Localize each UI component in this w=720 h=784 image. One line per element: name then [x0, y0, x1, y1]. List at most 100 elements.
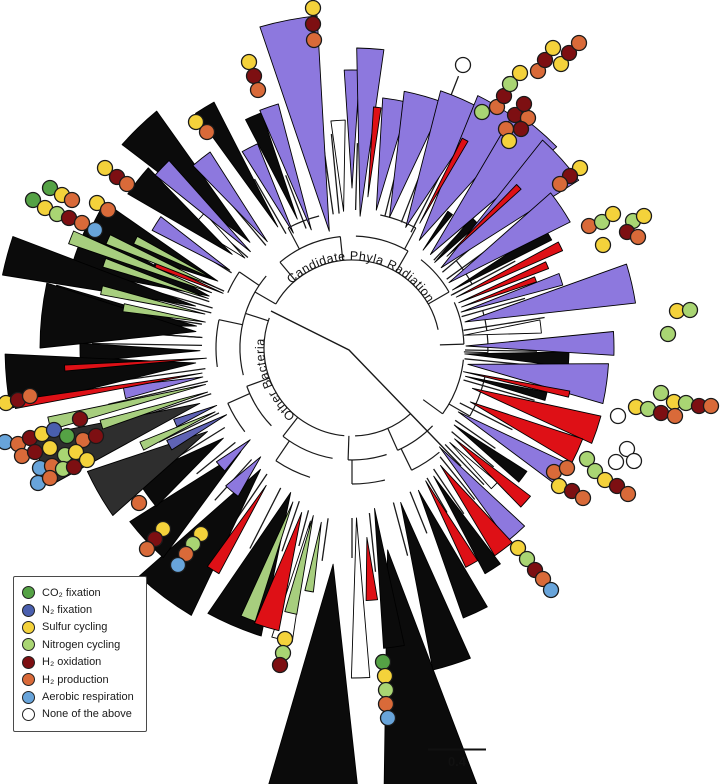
clade-wedge: [2, 236, 196, 307]
function-dot: [652, 384, 670, 402]
branch-line: [253, 178, 287, 235]
legend-item-label: Sulfur cycling: [42, 621, 108, 634]
backbone-arc: [355, 412, 412, 437]
clade-wedge: [464, 263, 636, 323]
clade-wedge: [241, 143, 294, 234]
branch-line: [409, 491, 428, 534]
clade-wedge: [350, 517, 371, 679]
function-dot: [377, 681, 395, 699]
clade-wedge: [268, 563, 358, 784]
clade-wedge: [105, 234, 215, 288]
function-dot: [245, 67, 263, 85]
function-dot: [681, 301, 699, 319]
function-dot: [560, 44, 578, 62]
function-dot: [518, 550, 536, 568]
function-dot: [71, 410, 89, 428]
function-dot: [249, 81, 267, 99]
function-dot: [454, 56, 472, 74]
backbone-tick: [282, 416, 299, 437]
function-dot: [377, 695, 395, 713]
sulfur-cycling-swatch-icon: [22, 620, 35, 634]
function-dot: [593, 213, 611, 231]
backbone-tick: [238, 271, 260, 286]
backbone-arc: [355, 235, 409, 252]
clade-wedge: [133, 235, 216, 281]
clade-wedge: [458, 261, 550, 304]
branch-line: [454, 419, 496, 449]
clade-wedge: [99, 391, 209, 430]
function-dot: [177, 545, 195, 563]
branch-line: [354, 143, 359, 211]
function-dot: [609, 407, 627, 425]
clade-wedge: [207, 492, 292, 637]
backbone-arc: [420, 259, 450, 293]
clade-wedge: [86, 431, 208, 516]
function-dot: [659, 325, 677, 343]
backbone-tick: [246, 377, 270, 387]
legend-item-label: Nitrogen cycling: [42, 638, 121, 651]
function-dot: [96, 159, 114, 177]
function-dot: [374, 653, 392, 671]
backbone-arc: [411, 451, 440, 471]
function-dot: [635, 207, 653, 225]
function-dot: [509, 539, 527, 557]
function-dot: [65, 458, 83, 476]
function-dot: [511, 64, 529, 82]
clade-wedge: [121, 110, 251, 243]
function-dot: [500, 132, 518, 150]
clade-wedge: [467, 363, 609, 405]
clade-wedge: [154, 160, 251, 253]
legend-item-sulfur-cycling: Sulfur cycling: [22, 619, 140, 636]
branch-line: [444, 443, 485, 486]
clade-wedge: [192, 151, 268, 243]
clade-wedge: [100, 285, 206, 315]
nitrogen-cycling-swatch-icon: [22, 638, 35, 652]
backbone-tick: [422, 399, 443, 415]
clade-wedge: [365, 536, 379, 602]
clade-wedge: [448, 192, 571, 284]
backbone-arc: [246, 386, 272, 427]
clade-wedge: [383, 549, 478, 784]
backbone-arc: [351, 479, 386, 485]
clade-wedge: [463, 319, 542, 336]
backbone-arc: [227, 271, 240, 293]
function-dot: [41, 469, 59, 487]
function-dot: [473, 103, 491, 121]
backbone-tick: [387, 428, 399, 451]
function-dot: [118, 175, 136, 193]
clade-wedge: [68, 230, 212, 294]
aerobic-respiration-swatch-icon: [22, 690, 35, 704]
clade-wedge: [330, 119, 346, 212]
function-dot: [63, 191, 81, 209]
backbone-arc: [275, 460, 311, 478]
function-dot: [73, 214, 91, 232]
legend-item-h2-oxidation: H₂ oxidation: [22, 654, 140, 671]
backbone-tick: [463, 351, 488, 354]
function-dot: [607, 453, 625, 471]
function-dot: [304, 0, 322, 17]
function-dot: [379, 709, 397, 727]
clade-wedge: [240, 501, 294, 622]
backbone-arc: [453, 302, 465, 345]
function-dot: [552, 55, 570, 73]
none-of-the-above-swatch-icon: [22, 707, 35, 721]
branch-line: [330, 133, 340, 214]
backbone-arc: [244, 275, 267, 314]
function-dot: [99, 201, 117, 219]
branch-line: [451, 431, 495, 468]
backbone-arc: [469, 376, 486, 417]
function-dot: [594, 236, 612, 254]
function-dot: [604, 205, 622, 223]
function-dot: [515, 95, 533, 113]
co2-fixation-swatch-icon: [22, 586, 35, 600]
backbone-tick: [218, 319, 243, 326]
function-dot: [558, 459, 576, 477]
function-dot: [41, 439, 59, 457]
clade-wedge: [460, 273, 564, 313]
backbone-tick: [275, 440, 290, 462]
backbone-tick: [227, 393, 250, 404]
clade-wedge: [440, 139, 580, 269]
function-dot: [501, 75, 519, 93]
clade-wedge: [419, 137, 469, 224]
backbone-arc: [282, 435, 333, 459]
